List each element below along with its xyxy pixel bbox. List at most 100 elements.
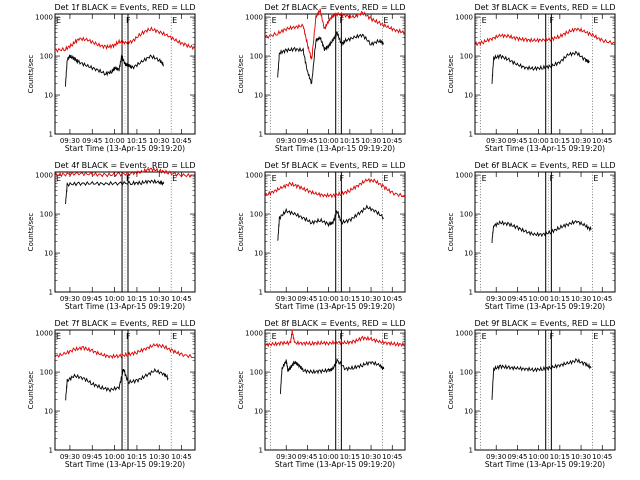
x-tick-label: 09:45	[82, 295, 102, 303]
x-tick-label: 10:30	[571, 295, 591, 303]
chart-det-8: Det 8f BLACK = Events, RED = LLD 1 10 100 10…	[237, 319, 406, 469]
marker-label-e: E	[172, 332, 177, 341]
x-tick-label: 10:00	[529, 137, 549, 145]
x-tick-label: 09:45	[297, 453, 317, 461]
lld-series-line	[264, 329, 406, 348]
x-tick-label: 10:30	[149, 453, 169, 461]
y-tick-label: 10	[254, 250, 263, 258]
marker-label-e: E	[56, 174, 61, 183]
x-tick-label: 10:30	[571, 137, 591, 145]
x-tick-label: 10:15	[340, 295, 360, 303]
x-tick-label: 10:45	[172, 137, 192, 145]
lld-series-line	[474, 27, 616, 47]
events-series-line	[65, 54, 165, 87]
x-axis-label: Start Time (13-Apr-15 09:19:20)	[485, 302, 605, 311]
marker-label-e: E	[272, 174, 277, 183]
x-tick-label: 10:15	[550, 295, 570, 303]
y-tick-label: 10	[44, 408, 53, 416]
x-tick-label: 10:30	[571, 453, 591, 461]
plot-frame	[474, 329, 616, 451]
chart-det-3: Det 3f BLACK = Events, RED = LLD 1 10 100 10…	[447, 3, 616, 153]
events-series-line	[491, 219, 592, 244]
chart-det-6: Det 6f BLACK = Events, RED = LLD 1 10 100 10…	[447, 161, 616, 311]
x-tick-label: 09:30	[276, 295, 296, 303]
lld-series-line	[264, 8, 406, 61]
events-series-line	[277, 31, 385, 85]
x-tick-label: 10:45	[592, 453, 612, 461]
x-tick-label: 09:30	[486, 137, 506, 145]
x-tick-label: 09:45	[507, 137, 527, 145]
events-series-line	[65, 178, 165, 205]
y-tick-label: 10	[44, 92, 53, 100]
x-axis-label: Start Time (13-Apr-15 09:19:20)	[485, 460, 605, 469]
x-tick-label: 10:15	[127, 295, 147, 303]
y-tick-label: 100	[250, 53, 263, 61]
y-tick-label: 10	[464, 250, 473, 258]
y-tick-label: 1	[259, 131, 263, 139]
x-tick-label: 10:00	[319, 137, 339, 145]
y-axis-label: Counts/sec	[237, 371, 245, 410]
y-tick-label: 1	[259, 289, 263, 297]
y-tick-label: 1	[469, 447, 473, 455]
y-tick-label: 100	[460, 53, 473, 61]
y-tick-label: 1000	[35, 14, 53, 22]
chart-title: Det 1f BLACK = Events, RED = LLD	[54, 3, 195, 12]
plot-frame	[474, 171, 616, 293]
x-tick-label: 09:45	[297, 137, 317, 145]
y-tick-label: 1	[469, 131, 473, 139]
x-tick-label: 10:00	[319, 295, 339, 303]
y-axis-label: Counts/sec	[27, 371, 35, 410]
x-axis-label: Start Time (13-Apr-15 09:19:20)	[65, 144, 185, 153]
marker-label-e: E	[482, 16, 487, 25]
y-tick-label: 100	[40, 211, 53, 219]
x-axis-label: Start Time (13-Apr-15 09:19:20)	[275, 302, 395, 311]
marker-label-f: F	[550, 332, 555, 341]
marker-label-e: E	[593, 16, 598, 25]
y-tick-label: 10	[44, 250, 53, 258]
marker-label-f: F	[550, 174, 555, 183]
events-series-line	[65, 367, 169, 401]
x-axis-label: Start Time (13-Apr-15 09:19:20)	[275, 460, 395, 469]
y-tick-label: 1	[469, 289, 473, 297]
y-tick-label: 10	[254, 408, 263, 416]
x-tick-label: 10:15	[340, 453, 360, 461]
x-axis-label: Start Time (13-Apr-15 09:19:20)	[275, 144, 395, 153]
events-series-line	[491, 50, 590, 84]
marker-label-e: E	[383, 16, 388, 25]
marker-label-f: F	[126, 174, 131, 183]
x-tick-label: 10:00	[319, 453, 339, 461]
y-tick-label: 100	[250, 211, 263, 219]
y-tick-label: 1000	[455, 172, 473, 180]
x-tick-label: 09:30	[60, 295, 80, 303]
chart-title: Det 6f BLACK = Events, RED = LLD	[474, 161, 615, 170]
plot-frame	[264, 329, 406, 451]
y-tick-label: 100	[250, 369, 263, 377]
marker-label-f: F	[340, 16, 345, 25]
marker-label-e: E	[56, 332, 61, 341]
chart-title: Det 2f BLACK = Events, RED = LLD	[264, 3, 405, 12]
lld-series-line	[264, 177, 406, 199]
x-tick-label: 10:15	[127, 453, 147, 461]
x-tick-label: 10:15	[340, 137, 360, 145]
marker-label-f: F	[126, 332, 131, 341]
x-tick-label: 10:00	[529, 453, 549, 461]
y-axis-label: Counts/sec	[237, 55, 245, 94]
plot-frame	[264, 13, 406, 135]
x-tick-label: 10:30	[149, 295, 169, 303]
chart-det-4: Det 4f BLACK = Events, RED = LLD 1 10 100 10…	[27, 161, 196, 311]
x-tick-label: 10:30	[149, 137, 169, 145]
x-tick-label: 09:30	[486, 453, 506, 461]
chart-title: Det 3f BLACK = Events, RED = LLD	[474, 3, 615, 12]
x-tick-label: 10:30	[361, 295, 381, 303]
x-axis-label: Start Time (13-Apr-15 09:19:20)	[485, 144, 605, 153]
lld-series-line	[54, 166, 196, 178]
x-tick-label: 10:15	[550, 137, 570, 145]
marker-label-e: E	[56, 16, 61, 25]
marker-label-e: E	[482, 332, 487, 341]
y-axis-label: Counts/sec	[27, 213, 35, 252]
chart-det-9: Det 9f BLACK = Events, RED = LLD 1 10 100 10…	[447, 319, 616, 469]
x-tick-label: 10:45	[172, 453, 192, 461]
x-tick-label: 10:45	[592, 295, 612, 303]
marker-label-f: F	[550, 16, 555, 25]
